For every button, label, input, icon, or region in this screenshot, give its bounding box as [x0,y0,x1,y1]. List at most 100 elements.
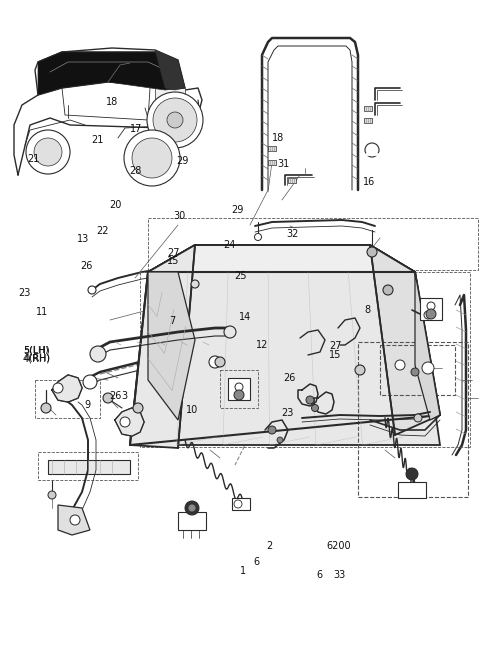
Text: 23: 23 [18,288,31,298]
Text: 26: 26 [283,373,296,383]
Polygon shape [130,245,195,448]
Polygon shape [148,245,415,272]
Circle shape [88,286,96,294]
Text: 6200: 6200 [326,541,351,551]
Circle shape [90,346,106,362]
Circle shape [395,360,405,370]
Circle shape [254,234,262,241]
Circle shape [306,396,314,404]
Circle shape [383,285,393,295]
Text: 33: 33 [334,569,346,580]
Text: 15: 15 [329,350,342,360]
Bar [228,378,250,400]
Text: 9: 9 [84,400,90,411]
Text: 6: 6 [317,569,323,580]
Text: 26: 26 [81,260,93,271]
Text: 4(RH): 4(RH) [23,354,50,363]
Bar [364,118,372,123]
Text: 29: 29 [177,156,189,167]
Text: 8: 8 [365,304,371,315]
Circle shape [167,112,183,128]
Text: 5(LH): 5(LH) [23,345,50,356]
Circle shape [426,309,436,319]
Circle shape [132,138,172,178]
Text: 11: 11 [36,307,48,318]
Bar [155,88,185,128]
Polygon shape [148,245,415,272]
Circle shape [312,405,319,411]
Circle shape [235,383,243,391]
Text: 17: 17 [130,123,142,134]
Polygon shape [130,272,440,445]
Text: 5(LH): 5(LH) [23,346,49,355]
Text: 16: 16 [363,177,375,188]
Circle shape [83,375,97,389]
Polygon shape [38,52,185,95]
Bar [170,118,188,126]
Text: 31: 31 [277,159,290,169]
Circle shape [224,326,236,338]
Circle shape [185,501,199,515]
Circle shape [188,504,196,512]
Text: 3: 3 [121,390,127,401]
Text: 6: 6 [253,557,260,567]
Circle shape [427,302,435,310]
Text: 32: 32 [286,228,299,239]
Text: 13: 13 [77,234,89,245]
Text: 28: 28 [130,165,142,176]
Circle shape [124,130,180,186]
Circle shape [133,403,143,413]
Polygon shape [52,375,82,402]
Circle shape [53,383,63,393]
Bar [148,218,478,270]
Text: 30: 30 [174,211,186,222]
Circle shape [153,98,197,142]
Bar [268,146,276,151]
Circle shape [365,143,379,157]
Text: 29: 29 [231,205,244,215]
Text: 7: 7 [169,316,175,327]
Bar [420,298,442,320]
Text: 24: 24 [224,240,236,251]
Text: 10: 10 [186,405,199,415]
Circle shape [147,92,203,148]
Circle shape [120,417,130,427]
Text: 26: 26 [109,390,122,401]
Bar [38,452,138,480]
Bar [178,512,206,530]
Bar [358,342,468,497]
Circle shape [34,138,62,166]
Text: 12: 12 [256,340,269,350]
Bar [288,178,296,183]
Bar [364,106,372,111]
Text: 14: 14 [239,312,252,322]
Bar [220,370,258,408]
Bar [140,272,470,447]
Circle shape [355,365,365,375]
Polygon shape [115,408,144,436]
Bar [398,482,426,498]
Circle shape [268,426,276,434]
Text: 22: 22 [96,226,108,236]
Text: 2: 2 [266,541,273,551]
Circle shape [209,356,221,368]
Circle shape [234,500,242,508]
Text: 4(RH): 4(RH) [23,354,51,364]
Text: 23: 23 [281,408,294,419]
Circle shape [70,515,80,525]
Circle shape [26,130,70,174]
Circle shape [422,362,434,374]
Circle shape [277,437,283,443]
Bar [35,380,100,418]
Bar [380,345,455,395]
Circle shape [414,414,422,422]
Polygon shape [415,272,440,420]
Text: 20: 20 [109,199,122,210]
Circle shape [215,357,225,367]
Text: 1: 1 [240,565,246,576]
Text: 21: 21 [27,154,39,165]
Circle shape [424,311,432,319]
Bar [188,102,196,116]
Circle shape [406,468,418,480]
Text: 27: 27 [167,247,180,258]
